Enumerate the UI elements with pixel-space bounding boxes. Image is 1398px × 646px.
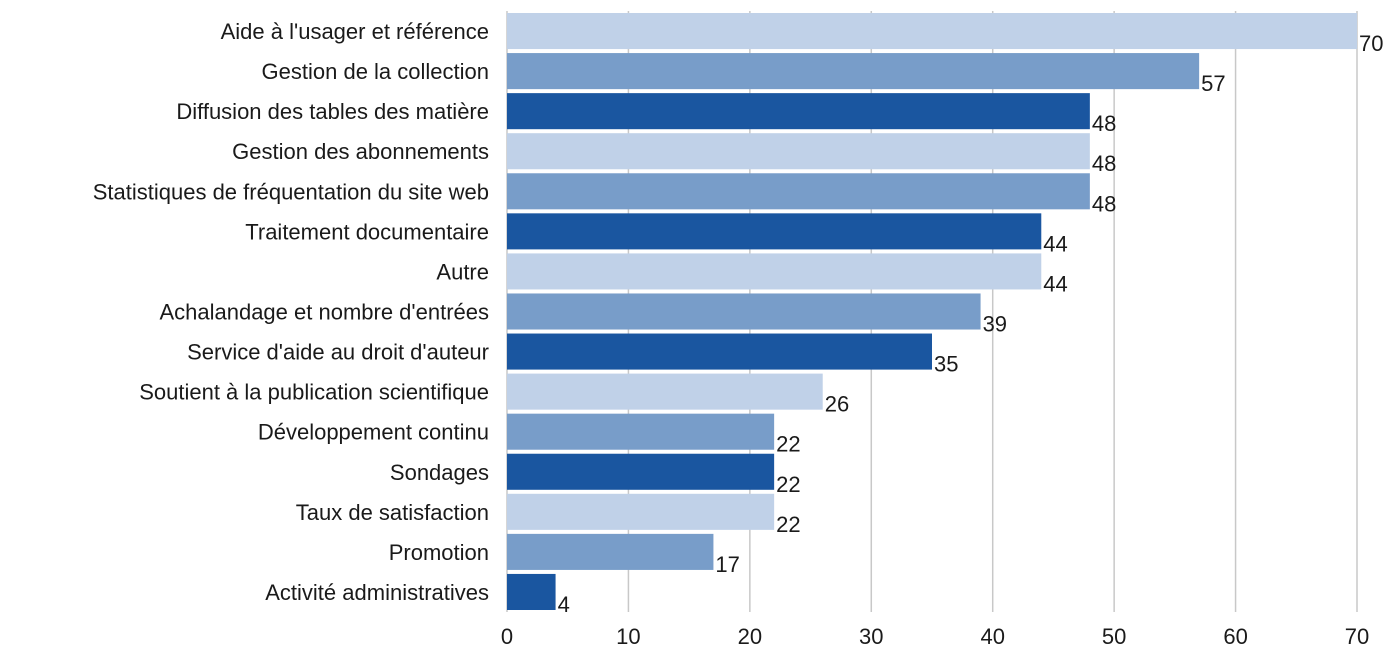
bar-4 [507,173,1090,210]
x-tick-label-30: 30 [859,624,883,646]
value-label-0: 70 [1359,31,1383,56]
x-tick-label-50: 50 [1102,624,1126,646]
category-label-11: Sondages [390,460,489,485]
x-tick-label-0: 0 [501,624,513,646]
category-label-7: Achalandage et nombre d'entrées [159,300,489,325]
value-labels: 70 57 48 48 48 44 44 39 35 26 22 22 22 17 4 [558,31,1384,617]
category-label-12: Taux de satisfaction [296,500,489,525]
bar-11 [507,453,775,490]
category-label-2: Diffusion des tables des matière [176,99,489,124]
bar-14 [507,573,556,610]
x-tick-label-70: 70 [1345,624,1369,646]
x-tick-label-10: 10 [616,624,640,646]
value-label-11: 22 [776,472,800,497]
bar-7 [507,293,981,330]
category-label-6: Autre [436,259,489,284]
value-label-14: 4 [558,592,570,617]
value-label-4: 48 [1092,191,1116,216]
bar-8 [507,333,932,370]
x-tick-label-60: 60 [1223,624,1247,646]
value-label-9: 26 [825,392,849,417]
value-label-1: 57 [1201,71,1225,96]
bar-2 [507,93,1090,130]
category-label-4: Statistiques de fréquentation du site we… [93,179,489,204]
category-label-10: Développement continu [258,420,489,445]
bar-13 [507,533,714,570]
bar-0 [507,13,1357,50]
category-label-13: Promotion [389,540,489,565]
category-label-5: Traitement documentaire [245,219,489,244]
bar-3 [507,133,1090,170]
bar-5 [507,213,1042,250]
value-label-6: 44 [1043,271,1067,296]
category-label-3: Gestion des abonnements [232,139,489,164]
bars [507,13,1357,610]
category-label-1: Gestion de la collection [262,59,489,84]
value-label-5: 44 [1043,231,1067,256]
x-axis-tick-labels: 0 10 20 30 40 50 60 70 [501,624,1369,646]
value-label-2: 48 [1092,111,1116,136]
value-label-8: 35 [934,352,958,377]
bar-6 [507,253,1042,290]
bar-9 [507,373,823,410]
category-label-14: Activité administratives [265,580,489,605]
value-label-12: 22 [776,512,800,537]
category-labels: Aide à l'usager et référence Gestion de l… [93,19,489,605]
bar-1 [507,53,1200,90]
category-label-8: Service d'aide au droit d'auteur [187,340,489,365]
category-label-0: Aide à l'usager et référence [221,19,489,44]
value-label-13: 17 [715,552,739,577]
value-label-7: 39 [983,312,1007,337]
category-label-9: Soutient à la publication scientifique [139,380,489,405]
bar-10 [507,413,775,450]
bar-12 [507,493,775,530]
value-label-10: 22 [776,432,800,457]
value-label-3: 48 [1092,151,1116,176]
x-tick-label-40: 40 [980,624,1004,646]
x-tick-label-20: 20 [738,624,762,646]
